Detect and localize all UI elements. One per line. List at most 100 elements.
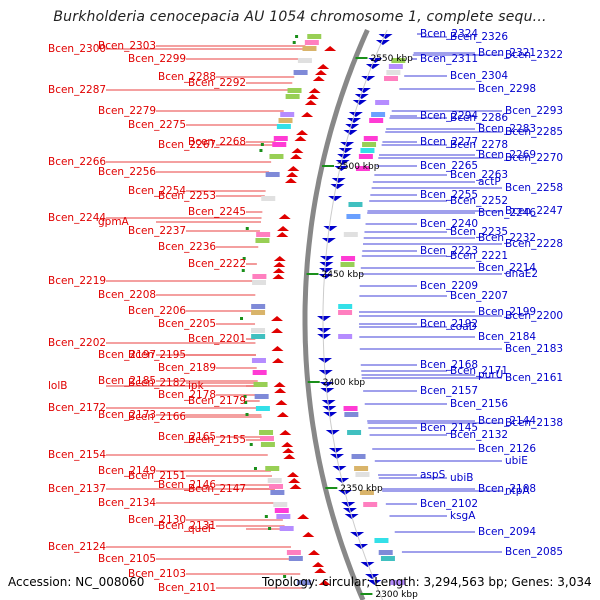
gene-label: Bcen_2298 — [478, 83, 536, 95]
gene-label: Bcen_2103 — [128, 568, 186, 580]
gene-label: Bcen_2145 — [420, 422, 478, 434]
reverse-gene-arrow — [272, 274, 285, 279]
forward-gene-arrow — [354, 94, 369, 99]
feature-block — [363, 502, 378, 507]
gene-label: ntpA — [505, 485, 530, 497]
gene-label: Bcen_2151 — [128, 470, 186, 482]
reverse-gene-arrow — [275, 400, 288, 405]
gene-label: Bcen_2154 — [48, 449, 106, 461]
feature-block — [286, 550, 301, 555]
feature-block — [276, 514, 291, 519]
gene-label: queF — [188, 523, 214, 535]
reverse-gene-arrow — [271, 358, 284, 363]
feature-block — [369, 118, 384, 123]
feature-block — [251, 310, 266, 315]
feature-marker — [253, 467, 257, 470]
gene-label: coaD — [450, 321, 477, 333]
forward-gene-arrow — [331, 178, 346, 183]
gene-label: Bcen_2252 — [450, 195, 508, 207]
forward-gene-arrow — [343, 130, 358, 135]
feature-block — [267, 478, 282, 483]
forward-gene-arrow — [318, 358, 333, 363]
gene-label: Bcen_2124 — [48, 541, 106, 553]
gene-label: Bcen_2195 — [128, 349, 186, 361]
feature-block — [274, 508, 289, 513]
feature-block — [260, 442, 275, 447]
reverse-gene-arrow — [317, 64, 330, 69]
gene-label: Bcen_2219 — [48, 275, 106, 287]
gene-label: Bcen_2326 — [450, 31, 508, 43]
gene-label: Bcen_2287 — [48, 84, 106, 96]
feature-marker — [244, 401, 248, 404]
forward-gene-arrow — [323, 226, 338, 231]
gene-label: Bcen_2245 — [188, 206, 246, 218]
forward-gene-arrow — [375, 40, 390, 45]
gene-label: ubiE — [505, 455, 528, 467]
gene-label: Bcen_2270 — [505, 152, 563, 164]
genome-stats: Topology: circular; Length: 3,294,563 bp… — [262, 575, 592, 589]
forward-gene-arrow — [378, 34, 393, 39]
forward-gene-arrow — [321, 400, 336, 405]
gene-label: Bcen_2208 — [98, 289, 156, 301]
gene-label: Bcen_2285 — [505, 126, 563, 138]
gene-label: Bcen_2205 — [158, 318, 216, 330]
reverse-gene-arrow — [272, 268, 285, 273]
feature-block — [390, 580, 405, 585]
feature-block — [375, 100, 390, 105]
feature-block — [252, 274, 267, 279]
reverse-gene-arrow — [314, 70, 327, 75]
gene-label: Bcen_2275 — [128, 119, 186, 131]
feature-block — [269, 154, 284, 159]
feature-marker — [268, 527, 272, 530]
feature-marker — [259, 149, 263, 152]
forward-gene-arrow — [321, 238, 336, 243]
gene-label: Bcen_2173 — [98, 409, 156, 421]
feature-block — [362, 142, 377, 147]
feature-block — [259, 430, 274, 435]
tick-label: 2500 kbp — [337, 162, 380, 172]
feature-block — [279, 526, 294, 531]
gene-label: Bcen_2168 — [420, 359, 478, 371]
gene-label: Bcen_2223 — [420, 245, 478, 257]
forward-gene-arrow — [319, 262, 334, 267]
feature-block — [363, 136, 378, 141]
tick-label: 2400 kbp — [323, 378, 366, 388]
feature-block — [253, 382, 268, 387]
gene-label: Bcen_2294 — [420, 110, 478, 122]
gene-label: lolB — [48, 380, 67, 392]
forward-gene-arrow — [330, 184, 345, 189]
gene-label: Bcen_2304 — [450, 70, 508, 82]
gene-label: Bcen_2268 — [188, 136, 246, 148]
reverse-gene-arrow — [283, 454, 296, 459]
gene-label: Bcen_2322 — [505, 49, 563, 61]
gene-label: Bcen_2269 — [478, 149, 536, 161]
gene-label: Bcen_2311 — [420, 53, 478, 65]
gene-label: Bcen_2094 — [478, 526, 536, 538]
gene-label: Bcen_2192 — [420, 318, 478, 330]
gene-label: Bcen_2207 — [450, 290, 508, 302]
feature-block — [386, 70, 401, 75]
gene-label: Bcen_2132 — [450, 429, 508, 441]
reverse-gene-arrow — [297, 514, 310, 519]
feature-block — [343, 406, 358, 411]
gene-label: Bcen_2247 — [505, 205, 563, 217]
reverse-gene-arrow — [278, 214, 291, 219]
gene-label: Bcen_2202 — [48, 337, 106, 349]
feature-block — [280, 112, 295, 117]
reverse-gene-arrow — [276, 412, 289, 417]
reverse-gene-arrow — [281, 442, 294, 447]
feature-block — [255, 238, 270, 243]
gene-label: Bcen_2101 — [158, 582, 216, 594]
gene-labels: Bcen_2300Bcen_2303Bcen_2299Bcen_2288Bcen… — [48, 28, 563, 594]
gene-label: Bcen_2240 — [420, 218, 478, 230]
feature-marker — [245, 227, 249, 230]
gene-label: Bcen_2214 — [478, 262, 536, 274]
gene-label: Bcen_2138 — [505, 417, 563, 429]
gene-label: Bcen_2199 — [478, 306, 536, 318]
feature-block — [285, 94, 300, 99]
reverse-gene-arrow — [271, 316, 284, 321]
gene-label: Bcen_2161 — [505, 372, 563, 384]
feature-block — [265, 466, 280, 471]
gene-label: aspS — [420, 469, 446, 481]
reverse-gene-arrow — [301, 112, 314, 117]
